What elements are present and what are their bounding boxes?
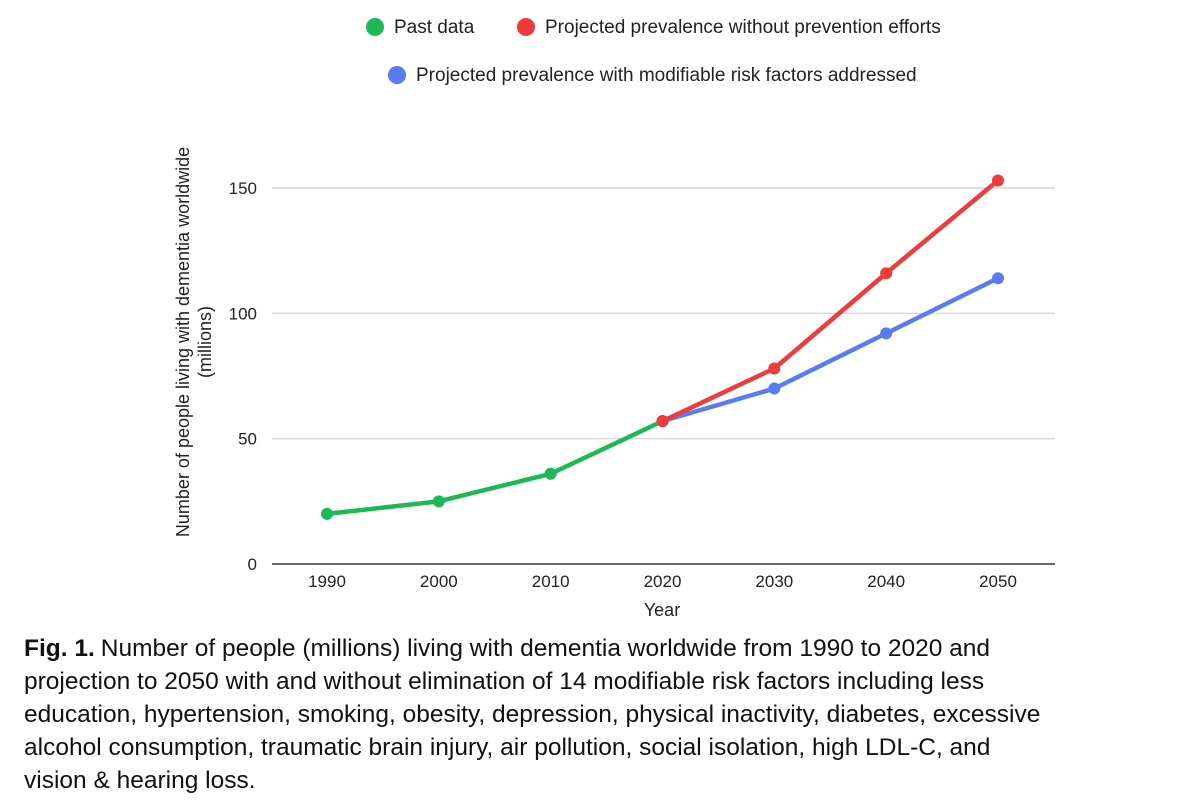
y-tick-label: 100 [229,304,257,323]
dementia-line-chart: Past data Projected prevalence without pr… [173,17,1055,620]
series-0 [321,415,669,520]
x-tick-label: 2030 [755,572,793,591]
chart-legend: Past data Projected prevalence without pr… [366,17,941,86]
y-tick-label: 150 [229,179,257,198]
legend-label: Past data [394,17,475,38]
data-point [544,467,557,480]
series-1 [656,174,1004,428]
caption-text-1: Number of people (millions) living with … [100,635,991,662]
y-axis-title-line-1: Number of people living with dementia wo… [173,147,193,537]
x-tick-label: 1990 [308,572,346,591]
caption-line-5: vision & hearing loss. [24,767,256,794]
data-point [992,174,1004,187]
data-point [656,415,669,428]
y-axis-title: Number of people living with dementia wo… [173,147,215,537]
legend-item-2: Projected prevalence with modifiable ris… [388,65,917,86]
caption-line-4: alcohol consumption, traumatic brain inj… [24,734,991,761]
caption-line-2: projection to 2050 with and without elim… [24,668,985,695]
legend-item-0: Past data [366,17,475,38]
y-axis-title-line-2: (millions) [195,306,215,378]
legend-item-1: Projected prevalence without prevention … [517,17,941,38]
x-tick-label: 2040 [867,572,905,591]
x-tick-label: 2010 [532,572,570,591]
data-point [880,267,893,280]
y-tick-label: 50 [238,430,257,449]
data-point [992,272,1004,285]
legend-label: Projected prevalence without prevention … [545,17,941,38]
caption-line-1: Fig. 1. Number of people (millions) livin… [24,632,1200,665]
caption-line-3: education, hypertension, smoking, obesit… [24,701,1041,728]
series-line [660,275,1001,424]
series-2 [656,272,1004,428]
figure-caption: Fig. 1. Number of people (millions) livin… [24,632,1200,797]
chart-series [321,174,1004,520]
x-tick-label: 2000 [420,572,458,591]
data-point [321,507,333,520]
caption-figure-label: Fig. 1. [24,635,95,662]
data-point [768,362,781,375]
y-tick-label: 0 [248,555,257,574]
x-axis-ticks: 1990 2000 2010 2020 2030 2040 2050 [308,572,1017,591]
y-axis-ticks: 0 50 100 150 [229,179,257,574]
data-point [432,495,445,508]
x-tick-label: 2050 [979,572,1017,591]
legend-swatch [517,18,535,36]
legend-swatch [366,18,384,36]
x-tick-label: 2020 [644,572,682,591]
legend-swatch [388,66,406,84]
x-axis-title: Year [644,600,680,620]
legend-label: Projected prevalence with modifiable ris… [416,65,917,86]
data-point [768,382,781,395]
series-line [660,178,1001,424]
data-point [880,327,893,340]
chart-gridlines [272,187,1055,565]
series-line [324,418,665,517]
